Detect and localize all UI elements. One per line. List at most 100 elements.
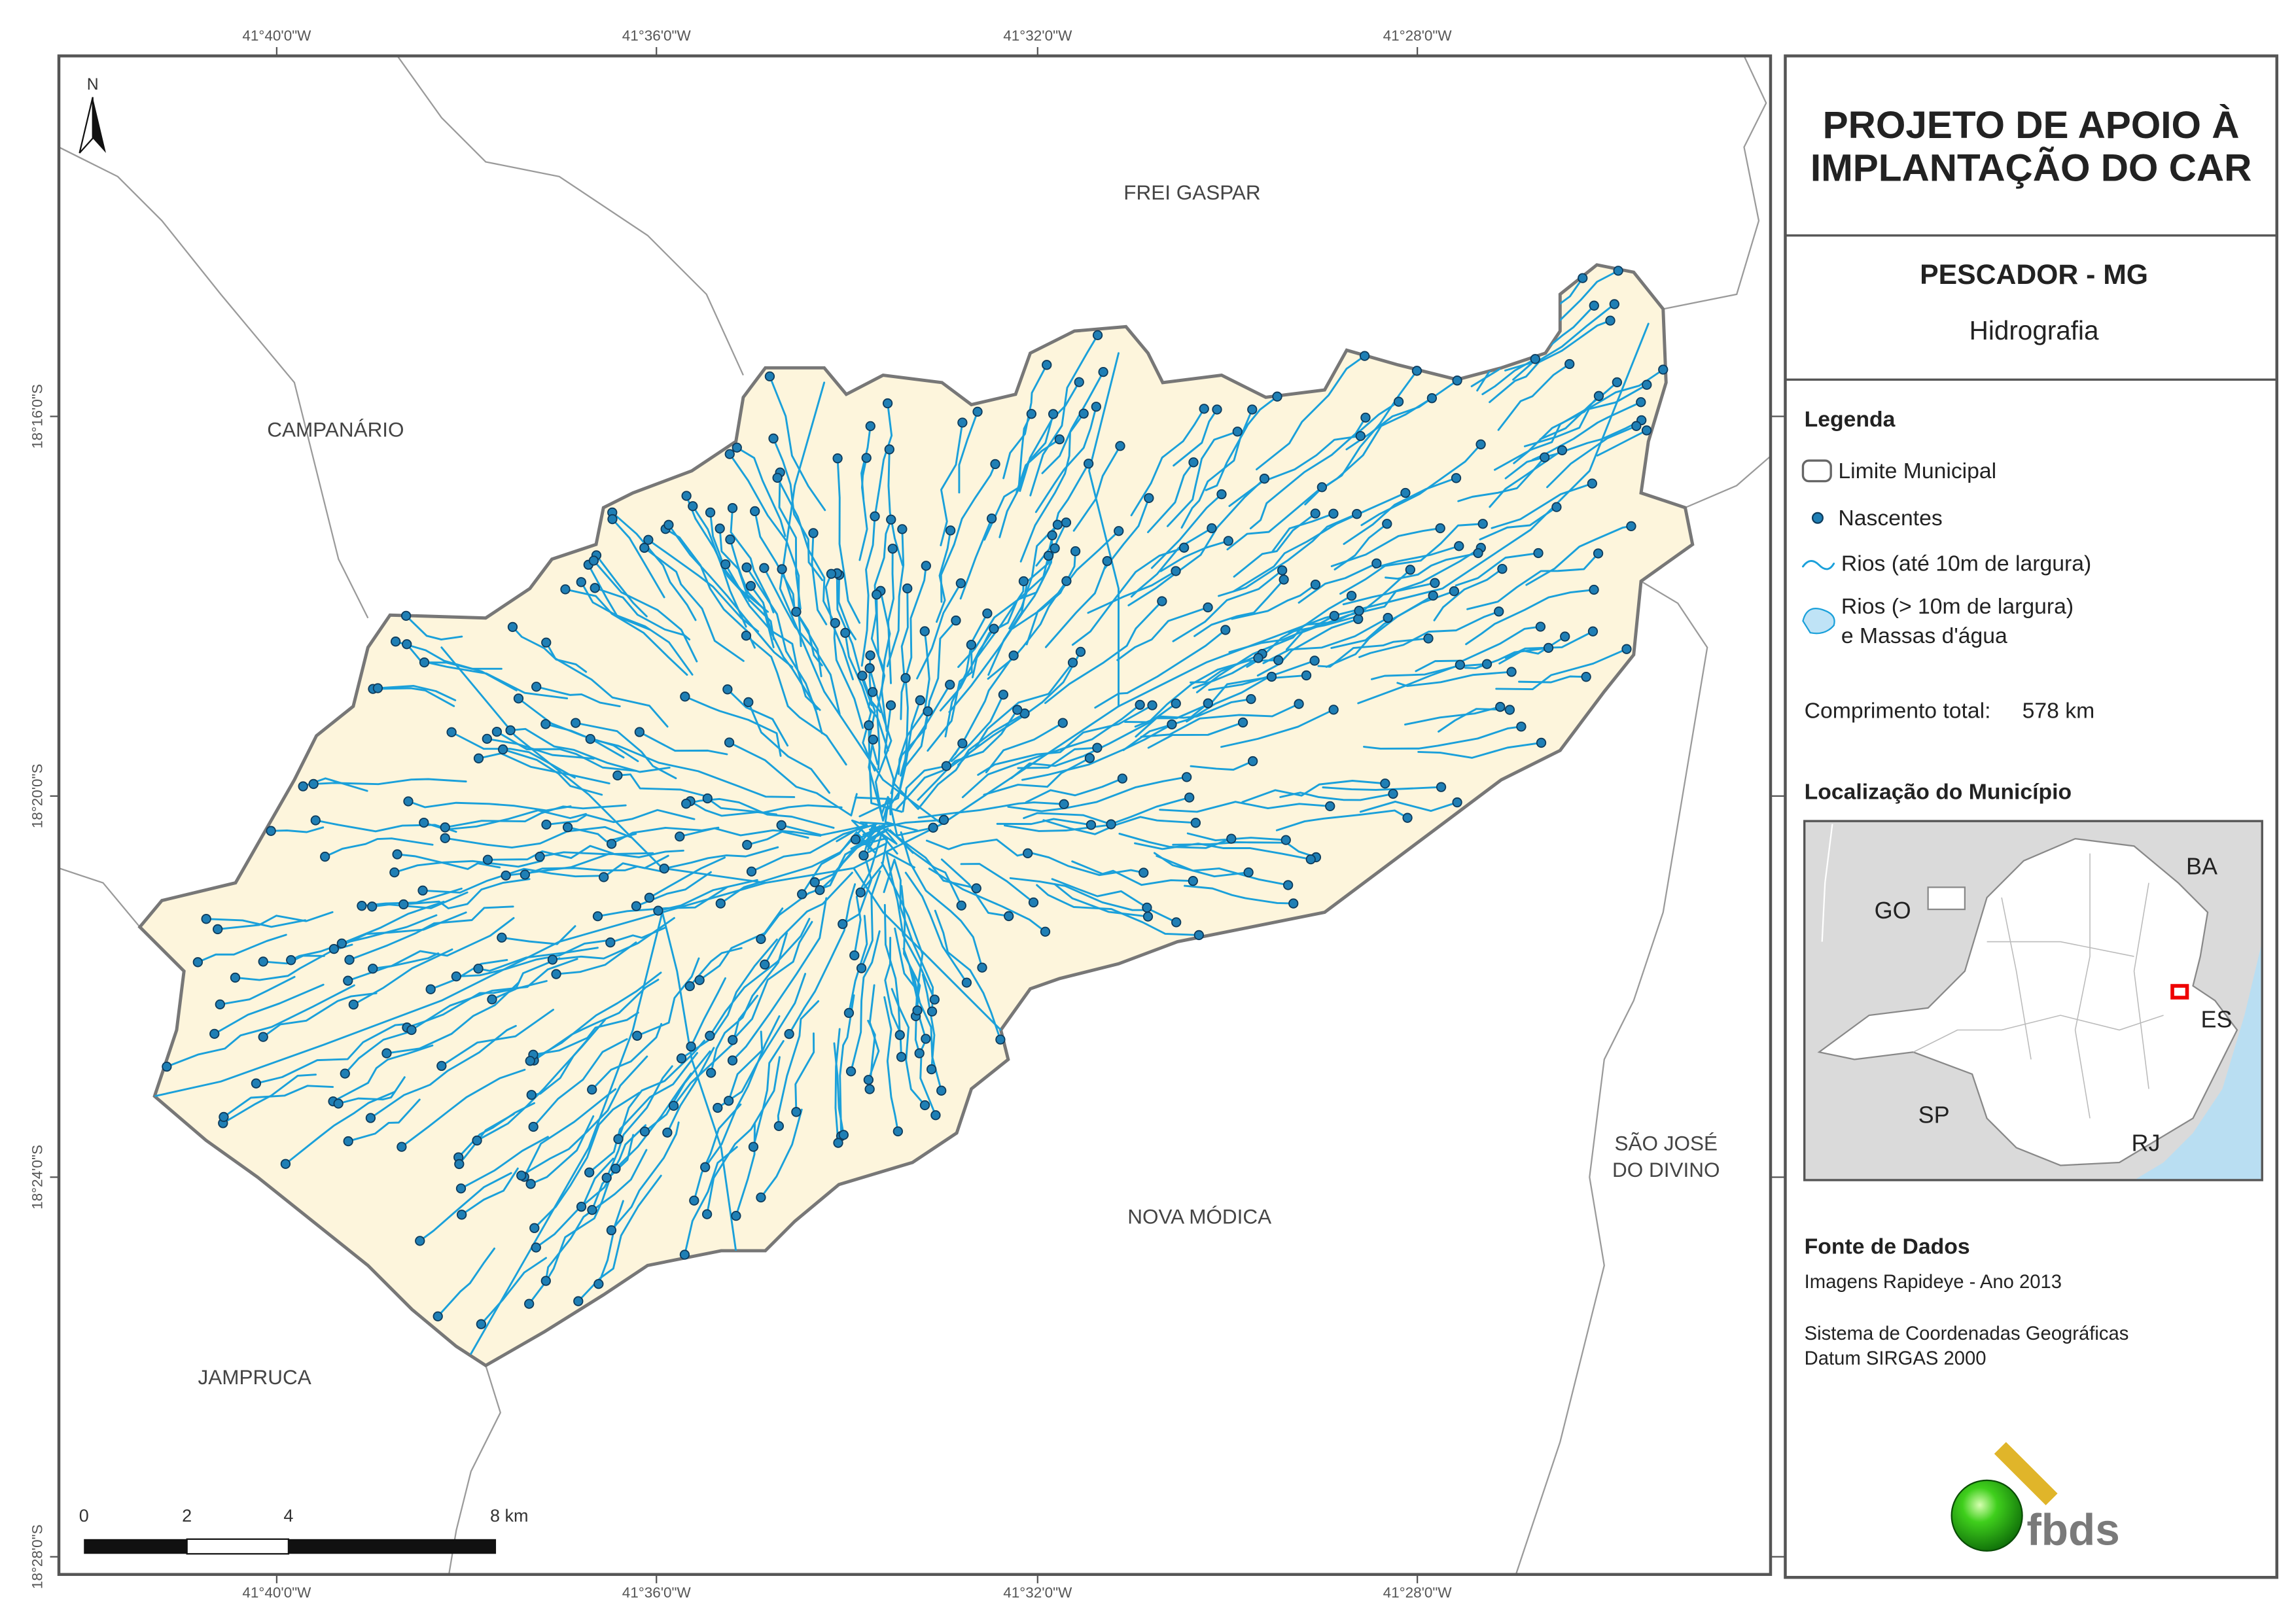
river (1130, 408, 1205, 517)
spring (1481, 659, 1492, 669)
river (936, 529, 952, 623)
spring (606, 1225, 617, 1236)
river (996, 818, 1092, 826)
river (946, 661, 1074, 771)
spring (957, 417, 968, 428)
spring (921, 561, 931, 571)
spring (541, 819, 552, 830)
spring (1279, 574, 1289, 585)
spring (776, 820, 786, 831)
river (1008, 523, 1059, 630)
river (777, 1000, 820, 1127)
river (564, 588, 688, 676)
spring (529, 1223, 540, 1233)
river (1036, 884, 1200, 936)
spring (1207, 523, 1217, 534)
river (1011, 550, 1077, 630)
spring (1203, 602, 1213, 613)
spring (1067, 657, 1078, 668)
spring (1455, 659, 1466, 670)
spring (1609, 299, 1619, 309)
spring (897, 524, 908, 534)
spring (473, 964, 484, 974)
river (883, 996, 899, 1132)
river (844, 631, 876, 772)
river (883, 903, 901, 1036)
river (836, 457, 861, 624)
river (778, 471, 802, 610)
spring (343, 1136, 353, 1147)
spring (368, 964, 378, 974)
spring (230, 972, 241, 983)
spring (1266, 671, 1277, 682)
river (860, 870, 881, 969)
spring (1495, 701, 1506, 712)
river (891, 988, 926, 1106)
spring (1070, 546, 1081, 557)
river (1489, 449, 1563, 508)
river (610, 1121, 680, 1232)
spring (945, 525, 956, 536)
river (213, 983, 325, 1035)
boundary (1663, 56, 1767, 310)
spring (681, 798, 692, 809)
river (958, 410, 979, 494)
river (344, 1030, 414, 1075)
spring (1612, 377, 1623, 388)
river (875, 593, 886, 771)
spring (1540, 452, 1550, 462)
spring (833, 1138, 843, 1148)
source-line: Sistema de Coordenadas Geográficas (1805, 1323, 2129, 1344)
spring (1182, 772, 1192, 782)
source-line: Imagens Rapideye - Ano 2013 (1805, 1272, 2062, 1293)
river (529, 971, 662, 1062)
river (332, 1044, 434, 1103)
spring (1309, 655, 1320, 666)
spring (705, 507, 716, 518)
river (745, 566, 823, 735)
spring (1400, 487, 1411, 498)
spring (343, 975, 353, 986)
river (1156, 854, 1290, 886)
river (1518, 675, 1587, 684)
spring (507, 621, 518, 633)
spring (336, 938, 347, 949)
river (423, 661, 503, 670)
river (393, 860, 543, 874)
river (324, 837, 434, 858)
spring (941, 761, 951, 771)
spring (1273, 655, 1284, 665)
river (833, 621, 864, 729)
spring (541, 637, 552, 648)
spring (613, 1134, 624, 1144)
spring (1504, 705, 1515, 715)
river (589, 738, 796, 798)
spring (310, 815, 321, 826)
river (616, 773, 709, 798)
spring (1506, 667, 1517, 677)
river (400, 1068, 526, 1148)
river (768, 375, 826, 512)
logo: fbds (1951, 1442, 2120, 1555)
river (555, 941, 637, 975)
spring (1353, 614, 1364, 624)
spring (856, 963, 867, 973)
longitude-label: 41°36'0"W (622, 1584, 692, 1601)
river (1019, 412, 1085, 563)
spring (1535, 621, 1546, 632)
river (1195, 595, 1353, 693)
river (502, 748, 603, 796)
river (591, 1022, 663, 1091)
river (1007, 776, 1188, 812)
spring (1092, 330, 1103, 341)
river (704, 1015, 781, 1168)
river (1357, 663, 1461, 705)
spring (1405, 565, 1415, 575)
river (679, 827, 822, 838)
spring (1117, 773, 1128, 784)
spring (1536, 737, 1547, 748)
spring (1371, 558, 1382, 568)
spring (1477, 519, 1488, 529)
river (520, 1055, 648, 1177)
municipal-boundary (137, 263, 1695, 1368)
